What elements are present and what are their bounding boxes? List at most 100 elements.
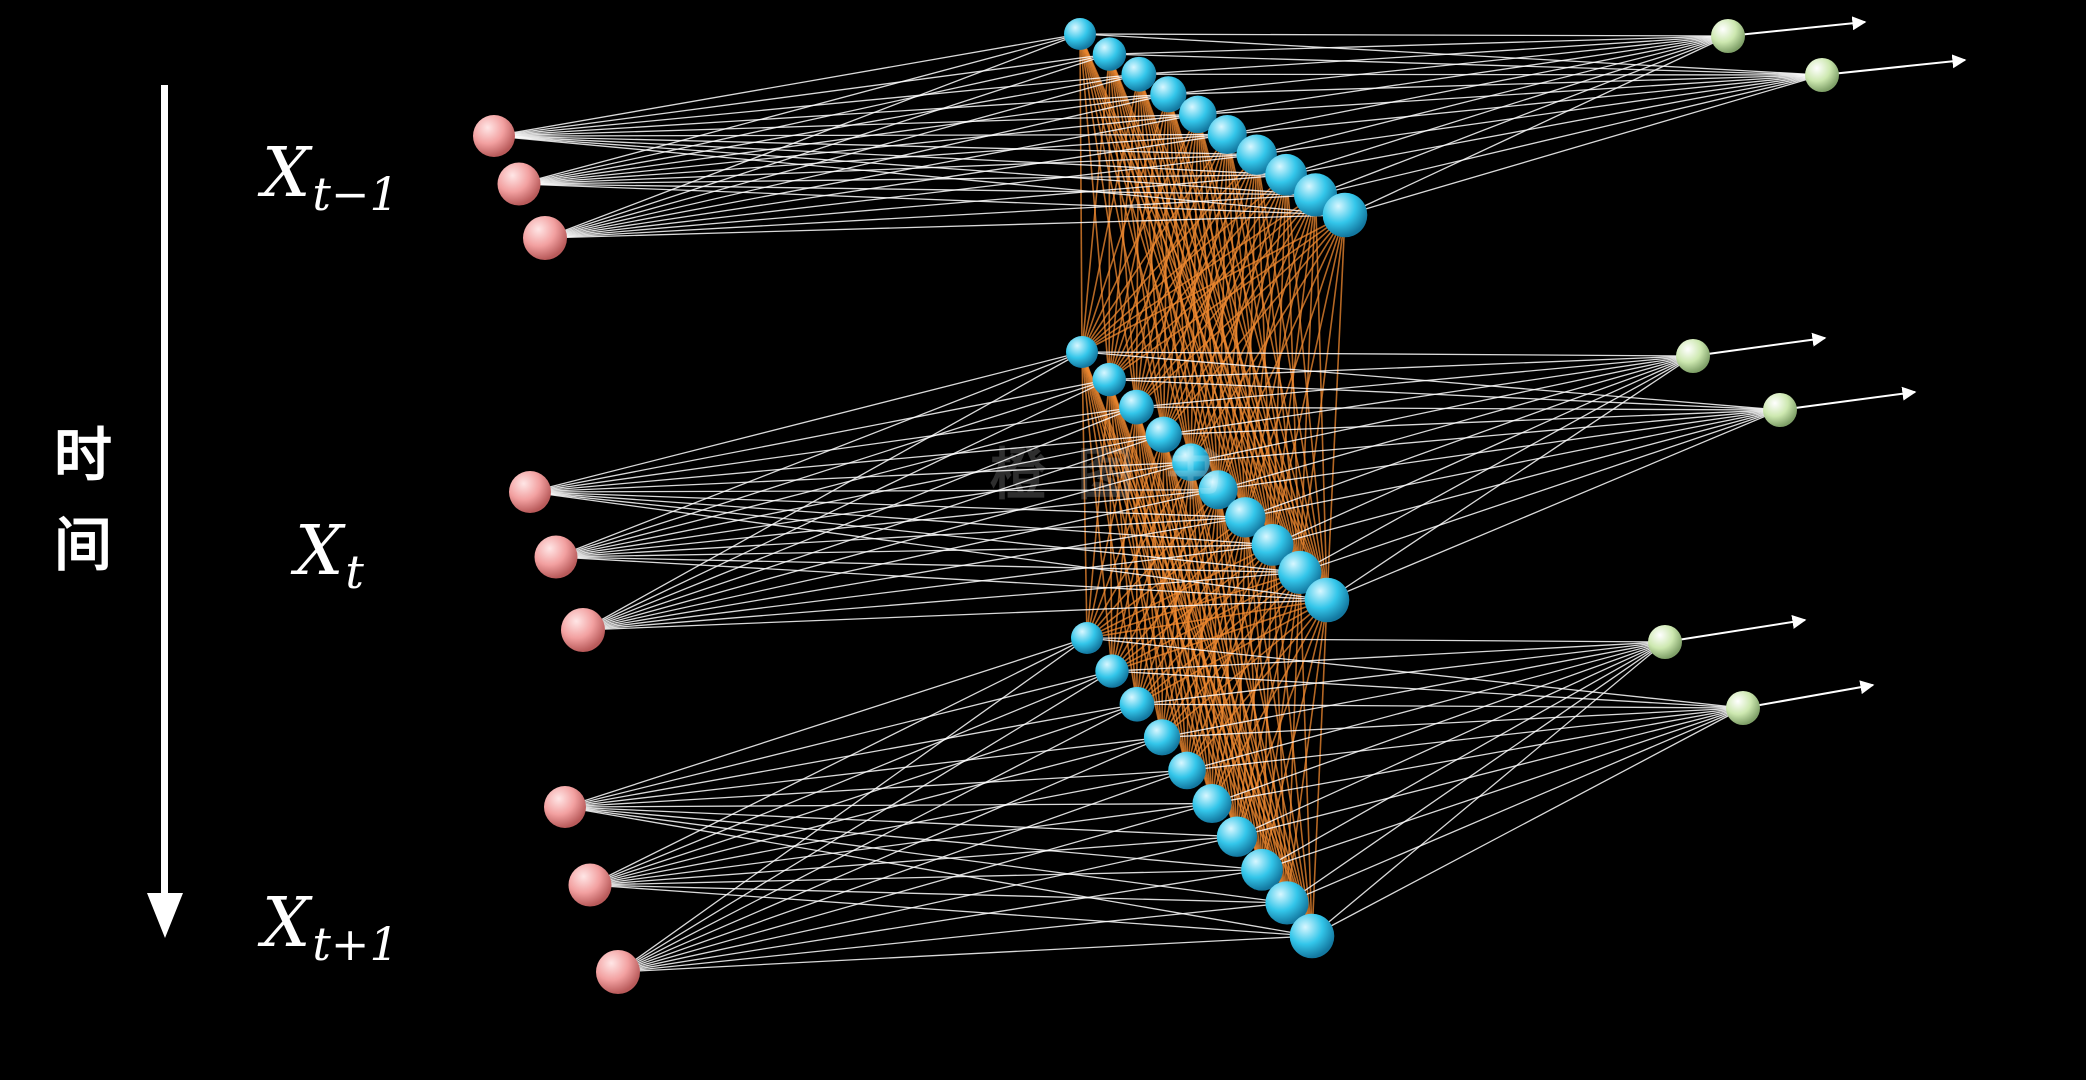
input-hidden-edge [493,135,1346,216]
recurrent-edge [1081,351,1088,639]
input-node [473,115,515,157]
hidden-node [1092,37,1127,71]
recurrent-edge [1261,599,1328,870]
input-hidden-edge [493,113,1198,137]
hidden-output-edge [1286,707,1744,904]
recurrent-edge [1108,53,1274,546]
time-axis-arrowhead [147,893,183,938]
hidden-output-edge [1315,74,1823,196]
hidden-node [1119,389,1154,425]
hidden-node [1236,134,1277,175]
recurrent-edge [1086,379,1111,639]
input-hidden-edge [544,33,1081,239]
step-sub: t [345,545,364,599]
hidden-node [1121,56,1157,92]
input-hidden-edge [617,769,1188,973]
input-hidden-edge [544,133,1228,239]
input-hidden-edge [617,902,1288,973]
hidden-output-edge [1197,35,1729,116]
hidden-node [1198,470,1238,510]
input-hidden-edge [544,93,1169,239]
hidden-output-edge [1256,74,1823,156]
recurrent-edge [1162,434,1313,937]
hidden-output-edge [1081,351,1781,411]
hidden-output-edge [1161,707,1744,738]
input-hidden-edge [544,174,1287,239]
hidden-output-edge [1186,707,1744,772]
output-node [1726,691,1760,725]
hidden-output-edge [1081,351,1694,357]
input-hidden-edge [617,637,1088,973]
input-hidden-edge [518,133,1228,185]
input-hidden-edge [555,556,1300,574]
recurrent-edge [1081,74,1140,353]
hidden-output-edge [1285,35,1729,176]
recurrent-edge [1244,214,1346,518]
hidden-node [1119,686,1155,722]
input-node [561,608,605,652]
input-hidden-edge [544,113,1198,239]
output-arrow [1692,332,1827,357]
input-node [509,471,551,513]
recurrent-edge [1217,194,1317,491]
recurrent-edge [1079,33,1247,518]
hidden-node [1145,416,1182,453]
recurrent-edge [1135,154,1258,408]
hidden-output-edge [1326,355,1694,601]
recurrent-edge [1161,544,1274,738]
hidden-output-edge [1256,35,1729,156]
hidden-output-edge [1136,703,1744,709]
hidden-output-edge [1161,641,1666,738]
hidden-output-edge [1138,35,1729,75]
hidden-output-edge [1190,355,1694,463]
recurrent-edge [1211,572,1301,804]
input-hidden-edge [582,351,1083,631]
input-hidden-edge [564,670,1113,808]
output-node [1676,339,1710,373]
hidden-output-edge [1136,406,1781,411]
recurrent-edge [1162,174,1287,436]
step-var: X [262,134,311,213]
hidden-node [1066,336,1098,368]
step-label-t-plus-1: Xt+1 [262,890,399,968]
hidden-output-edge [1109,355,1694,381]
input-hidden-edge [555,461,1191,558]
hidden-output-edge [1261,707,1744,871]
recurrent-edge [1135,174,1287,408]
hidden-node [1172,443,1210,482]
output-arrow [1821,54,1967,76]
hidden-output-edge [1299,409,1781,574]
input-hidden-edge [582,461,1192,631]
output-node [1805,58,1839,92]
recurrent-edge [1081,154,1258,353]
recurrent-edge [1111,461,1192,672]
recurrent-edge [1108,53,1328,601]
hidden-output-edge [1109,53,1823,76]
recurrent-edge [1162,194,1317,436]
input-hidden-edge [617,703,1138,973]
recurrent-edge [1186,544,1274,771]
input-hidden-edge [529,378,1110,493]
input-node [534,535,578,579]
recurrent-edge [1081,114,1199,353]
input-hidden-edge [544,154,1257,239]
input-hidden-edge [589,869,1263,886]
hidden-output-edge [1138,73,1823,76]
recurrent-edge [1081,214,1346,353]
input-hidden-edge [617,736,1163,973]
hidden-output-edge [1272,355,1694,546]
input-hidden-edge [555,516,1246,558]
recurrent-edge [1161,599,1328,738]
hidden-node [1064,18,1096,50]
hidden-node [1304,577,1350,623]
hidden-output-edge [1109,378,1781,411]
input-hidden-edge [493,135,1316,196]
hidden-output-edge [1163,409,1781,436]
input-hidden-edge [582,516,1246,631]
recurrent-edge [1111,516,1246,672]
recurrent-edge [1135,194,1317,408]
input-hidden-edge [544,73,1140,239]
input-hidden-edge [518,113,1198,185]
hidden-output-edge [1211,707,1744,805]
